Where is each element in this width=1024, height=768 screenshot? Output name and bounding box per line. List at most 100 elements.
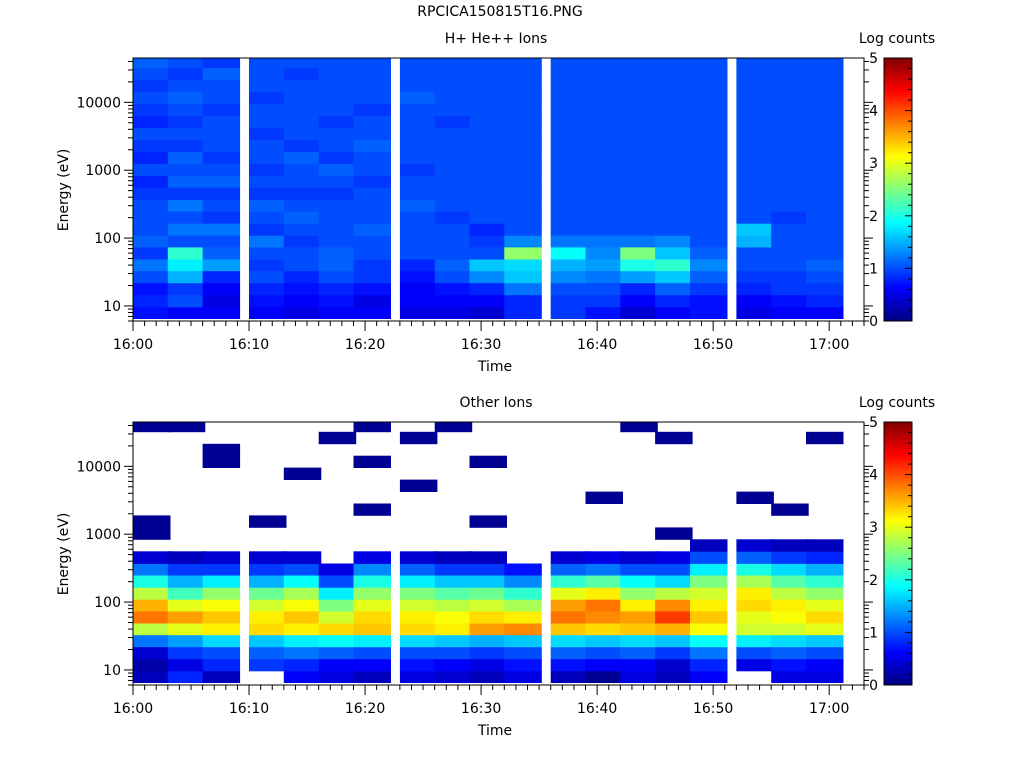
spectrogram-cell xyxy=(550,67,589,81)
spectrogram-cell xyxy=(736,646,774,660)
spectrogram-cell xyxy=(167,422,206,433)
spectrogram-cell xyxy=(434,623,473,636)
spectrogram-cell xyxy=(434,599,473,612)
spectrogram-cell xyxy=(550,623,589,636)
spectrogram-cell xyxy=(655,175,693,188)
spectrogram-cell xyxy=(504,270,542,284)
spectrogram-cell xyxy=(690,294,728,308)
spectrogram-cell xyxy=(133,282,171,296)
spectrogram-cell xyxy=(202,455,241,468)
spectrogram-cell xyxy=(399,223,438,236)
spectrogram-cell xyxy=(469,103,507,116)
spectrogram-cell xyxy=(806,658,844,672)
spectrogram-cell xyxy=(283,211,322,224)
colorbar-tick-label: 3 xyxy=(869,156,878,172)
y-tick-label: 100 xyxy=(94,231,121,247)
spectrogram-cell xyxy=(585,646,623,660)
spectrogram-cell xyxy=(585,658,623,672)
spectrogram-cell xyxy=(469,246,507,260)
spectrogram-cell xyxy=(249,246,287,260)
spectrogram-cell xyxy=(771,199,809,212)
spectrogram-cell xyxy=(504,634,542,648)
spectrogram-cell xyxy=(434,151,473,164)
spectrogram-cell xyxy=(655,103,693,116)
spectrogram-cell xyxy=(550,646,589,660)
spectrogram-cell xyxy=(283,127,322,140)
spectrogram-cell xyxy=(469,551,507,564)
spectrogram-cell xyxy=(249,575,287,588)
spectrogram-cell xyxy=(167,175,206,188)
spectrogram-cell xyxy=(585,587,623,600)
spectrogram-cell xyxy=(736,187,774,200)
spectrogram-cells xyxy=(133,422,844,683)
spectrogram-cell xyxy=(620,294,658,308)
spectrogram-cell xyxy=(399,79,438,93)
spectrogram-cell xyxy=(736,610,774,624)
spectrogram-cell xyxy=(399,246,438,260)
spectrogram-cell xyxy=(353,259,391,272)
spectrogram-cell xyxy=(399,259,438,272)
colorbar-label: Log counts xyxy=(859,31,935,47)
spectrogram-cell xyxy=(202,551,241,564)
spectrogram-cell xyxy=(736,246,774,260)
spectrogram-cell xyxy=(736,259,774,272)
spectrogram-cell xyxy=(167,103,206,116)
spectrogram-cell xyxy=(585,306,623,319)
spectrogram-cell xyxy=(690,587,728,600)
spectrogram-cell xyxy=(249,282,287,296)
spectrogram-cell xyxy=(550,151,589,164)
spectrogram-cell xyxy=(806,539,844,552)
spectrogram-cell xyxy=(771,270,809,284)
spectrogram-cell xyxy=(771,163,809,176)
spectrogram-cell xyxy=(806,282,844,296)
y-axis-label: Energy (eV) xyxy=(56,513,72,596)
spectrogram-cell xyxy=(585,623,623,636)
spectrogram-cell xyxy=(283,282,322,296)
spectrogram-cell xyxy=(655,294,693,308)
spectrogram-cell xyxy=(469,175,507,188)
spectrogram-cell xyxy=(585,575,623,588)
spectrogram-cell xyxy=(434,422,473,433)
spectrogram-cell xyxy=(469,587,507,600)
spectrogram-cell xyxy=(249,163,287,176)
spectrogram-cell xyxy=(771,103,809,116)
spectrogram-cell xyxy=(690,259,728,272)
spectrogram-cell xyxy=(620,151,658,164)
spectrogram-cell xyxy=(353,623,391,636)
spectrogram-cell xyxy=(585,223,623,236)
spectrogram-cell xyxy=(399,151,438,164)
spectrogram-cell xyxy=(690,658,728,672)
spectrogram-cell xyxy=(504,187,542,200)
spectrogram-cell xyxy=(690,211,728,224)
spectrogram-cell xyxy=(353,599,391,612)
spectrogram-cell xyxy=(469,599,507,612)
plot-frame xyxy=(132,421,865,686)
spectrogram-cell xyxy=(249,623,287,636)
y-tick-label: 10 xyxy=(103,663,121,679)
spectrogram-cell xyxy=(434,211,473,224)
spectrogram-cell xyxy=(283,270,322,284)
spectrogram-cell xyxy=(736,139,774,152)
spectrogram-cell xyxy=(771,151,809,164)
spectrogram-cell xyxy=(504,151,542,164)
spectrogram-cell xyxy=(655,151,693,164)
spectrogram-cell xyxy=(806,270,844,284)
spectrogram-cell xyxy=(133,515,171,528)
spectrogram-cell xyxy=(655,646,693,660)
spectrogram-cell xyxy=(353,282,391,296)
spectrogram-cell xyxy=(771,246,809,260)
spectrogram-cell xyxy=(806,563,844,576)
spectrogram-cell xyxy=(249,175,287,188)
spectrogram-cell xyxy=(620,246,658,260)
spectrogram-cell xyxy=(133,67,171,81)
spectrogram-cell xyxy=(550,634,589,648)
spectrogram-cell xyxy=(690,103,728,116)
spectrogram-cell xyxy=(399,294,438,308)
spectrogram-cell xyxy=(620,187,658,200)
spectrogram-cell xyxy=(620,235,658,248)
colorbar-tick-label: 1 xyxy=(869,261,878,277)
spectrogram-cell xyxy=(434,175,473,188)
spectrogram-cell xyxy=(249,610,287,624)
spectrogram-cell xyxy=(249,211,287,224)
spectrogram-cell xyxy=(806,175,844,188)
